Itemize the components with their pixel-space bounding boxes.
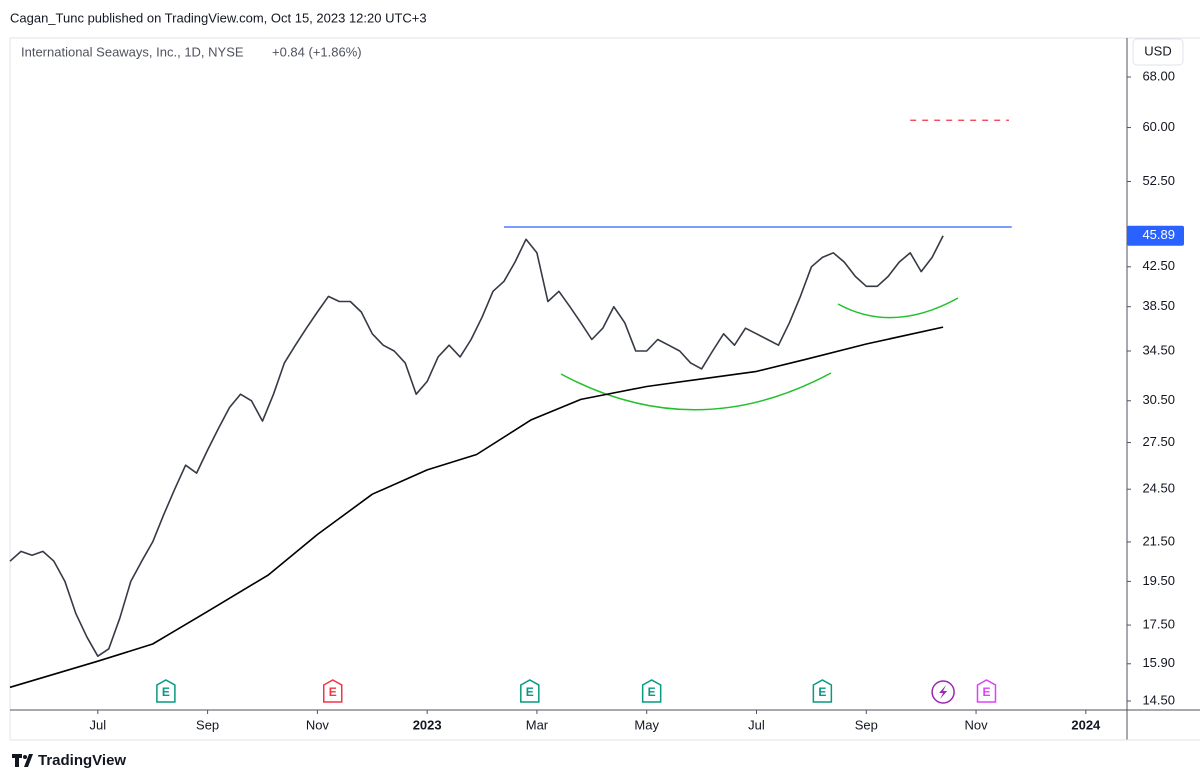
x-tick-label: Sep (196, 717, 219, 732)
event-label: E (329, 685, 337, 699)
x-tick-label: Mar (526, 717, 549, 732)
symbol-info: International Seaways, Inc., 1D, NYSE (21, 44, 244, 59)
y-tick-label: 24.50 (1142, 481, 1175, 496)
y-tick-label: 15.90 (1142, 655, 1175, 670)
x-tick-label: Sep (855, 717, 878, 732)
y-tick-label: 68.00 (1142, 68, 1175, 83)
last-price-box (1127, 225, 1184, 246)
curve-drawing (560, 372, 832, 411)
price-line (9, 235, 944, 657)
y-tick-label: 21.50 (1142, 533, 1175, 548)
x-tick-label: Jul (748, 717, 765, 732)
logo (12, 754, 33, 767)
y-tick-label: 38.50 (1142, 298, 1175, 313)
event-icon (939, 685, 948, 699)
event-marker (520, 679, 540, 703)
x-tick-label: Nov (306, 717, 330, 732)
x-tick-label: Jul (90, 717, 107, 732)
x-tick-label: May (634, 717, 659, 732)
brand: TradingView (38, 752, 126, 769)
currency: USD (1144, 43, 1171, 58)
y-tick-label: 14.50 (1142, 692, 1175, 707)
y-tick-label: 19.50 (1142, 573, 1175, 588)
event-marker (641, 679, 662, 703)
event-marker (976, 679, 997, 703)
y-tick-label: 52.50 (1142, 173, 1175, 188)
y-tick-label: 60.00 (1142, 119, 1175, 134)
x-tick-label: Nov (964, 717, 988, 732)
event-label: E (526, 685, 534, 699)
event-label: E (818, 685, 826, 699)
x-tick-label: 2024 (1071, 717, 1101, 732)
event-marker (323, 679, 343, 703)
currency-box[interactable] (1132, 38, 1184, 66)
y-tick-label: 34.50 (1142, 342, 1175, 357)
y-tick-label: 27.50 (1142, 434, 1175, 449)
price-line (9, 326, 944, 689)
event-label: E (982, 685, 990, 699)
event-marker (156, 679, 176, 703)
x-tick-label: 2023 (413, 717, 442, 732)
event-label: E (648, 685, 656, 699)
publish-info: Cagan_Tunc published on TradingView.com,… (10, 10, 427, 25)
event-label: E (162, 685, 170, 699)
y-tick-label: 30.50 (1142, 392, 1175, 407)
curve-drawing (837, 297, 959, 319)
last-price-label: 45.89 (1142, 227, 1175, 242)
price-change: +0.84 (+1.86%) (272, 44, 362, 59)
y-tick-label: 42.50 (1142, 258, 1175, 273)
y-tick-label: 17.50 (1142, 616, 1175, 631)
event-marker (812, 679, 833, 703)
